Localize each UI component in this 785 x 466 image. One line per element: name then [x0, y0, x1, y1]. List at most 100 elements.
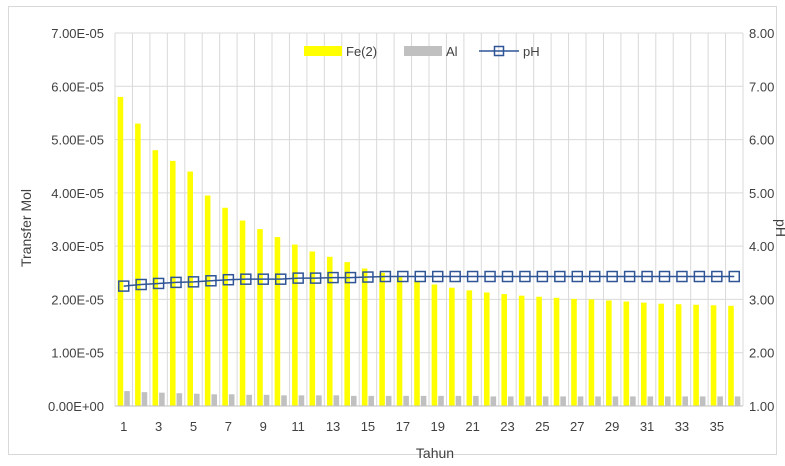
ph-point	[292, 272, 304, 284]
bar-fe2	[379, 272, 385, 406]
ph-point	[519, 270, 531, 283]
bar-al	[630, 396, 636, 406]
bar-al	[420, 395, 427, 406]
ph-point	[117, 280, 130, 292]
bar-series	[117, 96, 741, 406]
bar-fe2	[204, 195, 211, 406]
ph-point	[536, 270, 549, 283]
ph-point	[397, 270, 409, 283]
y-tick-label: 0.00E+00	[48, 399, 104, 414]
legend: Fe(2) Al pH	[304, 44, 540, 59]
ph-point	[554, 270, 566, 283]
ph-point	[658, 270, 671, 283]
legend-label-ph: pH	[523, 44, 540, 59]
legend-label-fe2: Fe(2)	[346, 44, 377, 59]
bar-al	[734, 396, 741, 406]
bar-fe2	[466, 290, 473, 406]
ph-point	[379, 270, 392, 283]
bar-al	[682, 396, 689, 406]
legend-swatch-al	[404, 46, 442, 56]
bar-fe2	[501, 294, 507, 406]
ph-point	[571, 270, 584, 283]
y2-tick-label: 2.00	[749, 346, 774, 361]
ph-point	[693, 270, 706, 283]
bar-fe2	[344, 262, 350, 406]
y-tick-label: 2.00E-05	[51, 292, 104, 307]
ph-point	[309, 272, 322, 284]
ph-point	[588, 270, 601, 283]
bar-fe2	[606, 300, 612, 406]
bar-al	[228, 394, 235, 406]
bar-al	[560, 396, 566, 406]
ph-point	[728, 270, 741, 283]
y2-tick-label: 7.00	[749, 79, 774, 94]
ph-point	[711, 270, 723, 283]
bar-al	[525, 396, 532, 406]
ph-point	[187, 276, 200, 288]
bar-al	[281, 395, 287, 406]
bar-al	[455, 395, 462, 406]
x-tick-label: 7	[225, 419, 232, 434]
ph-point	[152, 277, 165, 290]
bar-al	[351, 395, 357, 406]
y2-tick-label: 5.00	[749, 186, 774, 201]
bar-al	[647, 396, 654, 406]
y-axis-title: Transfer Mol	[18, 189, 34, 267]
bar-al	[699, 396, 706, 406]
y2-tick-label: 1.00	[749, 399, 774, 414]
bar-al	[316, 395, 322, 406]
bar-al	[577, 396, 584, 406]
bar-fe2	[449, 287, 455, 406]
bar-al	[665, 396, 671, 406]
ph-point	[344, 271, 357, 284]
bar-al	[246, 394, 252, 406]
ph-line	[123, 275, 735, 287]
x-tick-label: 13	[326, 419, 340, 434]
ph-point	[501, 270, 514, 283]
y-tick-label: 1.00E-05	[51, 346, 104, 361]
x-tick-label: 5	[190, 419, 197, 434]
bar-fe2	[693, 304, 699, 406]
legend-label-al: Al	[446, 44, 458, 59]
bar-fe2	[536, 296, 542, 406]
x-tick-label: 3	[155, 419, 162, 434]
y-tick-label: 4.00E-05	[51, 186, 104, 201]
bar-fe2	[675, 304, 682, 406]
bar-fe2	[728, 305, 734, 406]
x-tick-label: 19	[430, 419, 444, 434]
x-tick-label: 27	[570, 419, 584, 434]
ph-point	[641, 270, 653, 283]
y2-tick-label: 3.00	[749, 292, 774, 307]
bar-al	[508, 396, 514, 406]
bar-fe2	[292, 244, 298, 406]
y2-tick-label: 6.00	[749, 133, 774, 148]
ph-point	[414, 270, 427, 283]
bar-al	[368, 395, 375, 406]
bar-fe2	[257, 229, 263, 406]
bar-fe2	[222, 207, 228, 406]
x-tick-label: 17	[396, 419, 410, 434]
bar-fe2	[396, 277, 403, 406]
bar-al	[490, 396, 497, 406]
y2-axis-title: pH	[773, 219, 785, 237]
bar-al	[211, 394, 218, 406]
x-tick-label: 29	[605, 419, 619, 434]
ph-point	[240, 273, 252, 285]
bar-al	[333, 395, 340, 406]
x-tick-label: 1	[120, 419, 127, 434]
bar-fe2	[239, 220, 246, 406]
y-tick-label: 6.00E-05	[51, 79, 104, 94]
x-tick-label: 33	[675, 419, 689, 434]
x-tick-label: 9	[260, 419, 267, 434]
ph-point	[676, 270, 688, 283]
ph-point	[257, 273, 270, 285]
bar-al	[124, 391, 130, 406]
bar-al	[717, 396, 723, 406]
ph-point	[623, 270, 636, 283]
y-tick-label: 7.00E-05	[51, 26, 104, 41]
bar-al	[194, 393, 200, 406]
ph-point	[431, 270, 444, 283]
bar-al	[473, 395, 479, 406]
ph-point	[327, 271, 339, 284]
